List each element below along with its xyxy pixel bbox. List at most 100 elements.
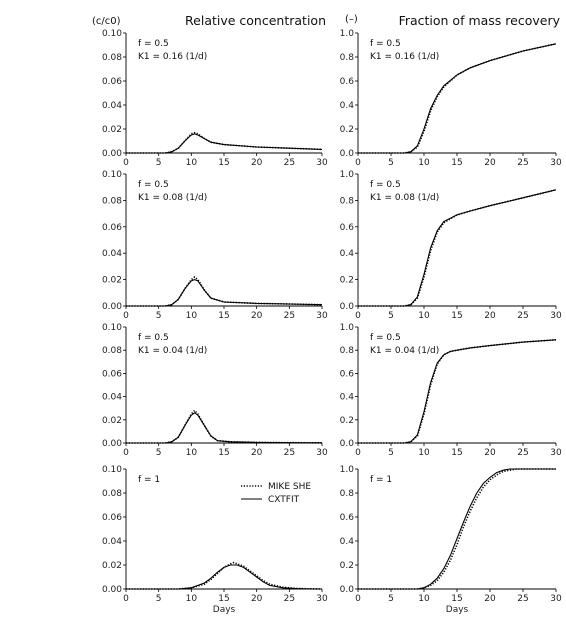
x-tick-label: 15: [451, 594, 462, 604]
y-tick-label: 0.6: [340, 513, 355, 523]
y-tick-label: 0.4: [340, 101, 355, 111]
y-tick-label: 0.4: [340, 537, 355, 547]
x-tick-label: 5: [388, 311, 394, 321]
series-line-mike-she: [126, 561, 323, 590]
chart-row2-left: 0 5 10 15 20 25 30 0.00 0.02 0.04 0.06 0.08 0.10 f = …: [102, 170, 328, 321]
panel-annotation: K1 = 0.04 (1/d): [370, 346, 439, 356]
x-tick-label: 20: [251, 594, 263, 604]
x-tick-label: 5: [156, 594, 162, 604]
series-line-cxtfit: [126, 133, 323, 154]
y-tick-label: 0.8: [340, 489, 355, 499]
x-tick-label: 30: [550, 594, 562, 604]
panel-annotation: K1 = 0.16 (1/d): [138, 52, 207, 62]
x-tick-label: 15: [451, 311, 462, 321]
legend-label: CXTFIT: [268, 495, 300, 505]
x-tick-label: 5: [156, 448, 162, 458]
x-tick-label: 20: [251, 158, 263, 168]
x-tick-label: 30: [550, 158, 562, 168]
panel-annotation: f = 0.5: [138, 39, 169, 49]
series-line-mike-she: [126, 131, 323, 154]
x-tick-label: 5: [388, 594, 394, 604]
panel-annotation: f = 0.5: [138, 333, 169, 343]
y-tick-label: 0.2: [340, 276, 354, 286]
chart-row1-left: 0 5 10 15 20 25 30 0.00 0.02 0.04 0.06 0.08 0.10 f = …: [102, 29, 328, 168]
y-tick-label: 0.00: [102, 302, 122, 312]
y-tick-label: 0.02: [102, 561, 122, 571]
y-tick-label: 0.10: [102, 465, 122, 475]
panel-annotation: K1 = 0.08 (1/d): [138, 193, 207, 203]
series-line-mike-she: [358, 468, 556, 590]
y-tick-label: 0.08: [102, 346, 122, 356]
legend-label: MIKE SHE: [268, 482, 311, 492]
y-tick-label: 0.0: [340, 585, 355, 595]
y-tick-label: 0.10: [102, 323, 122, 333]
x-tick-label: 20: [251, 448, 263, 458]
series-line-mike-she: [126, 275, 323, 307]
series-line-cxtfit: [126, 412, 323, 444]
y-tick-label: 0.10: [102, 170, 122, 180]
y-tick-label: 0.0: [340, 302, 355, 312]
x-tick-label: 10: [418, 594, 430, 604]
x-tick-label: 20: [484, 158, 496, 168]
x-tick-label: 30: [316, 594, 328, 604]
series-line-cxtfit: [358, 189, 557, 307]
left-unit-label: (c/c0): [92, 16, 121, 27]
y-tick-label: 1.0: [340, 323, 355, 333]
legend: MIKE SHE CXTFIT: [241, 482, 311, 505]
y-tick-label: 0.06: [102, 369, 122, 379]
panels-group: 0 5 10 15 20 25 300.000.020.040.060.080.10f = …: [102, 29, 562, 615]
right-panel-title: Fraction of mass recovery: [399, 13, 561, 28]
x-tick-label: 0: [123, 311, 129, 321]
axis-lines: [357, 327, 556, 444]
panel-annotation: K1 = 0.08 (1/d): [370, 193, 439, 203]
x-tick-label: 30: [550, 311, 562, 321]
y-tick-label: 0.2: [340, 125, 354, 135]
chart-row4-right: 0 5 10 15 20 25 30 0.0 0.2 0.4 0.6 0.8 1.0 f = 1 Days: [340, 465, 562, 615]
y-tick-label: 0.0: [340, 149, 355, 159]
x-tick-label: 15: [451, 448, 462, 458]
x-axis-label: Days: [213, 605, 236, 615]
axis-lines: [125, 327, 322, 444]
x-tick-label: 25: [284, 311, 295, 321]
x-tick-label: 10: [418, 158, 430, 168]
axis-lines: [357, 469, 556, 590]
y-tick-label: 0.00: [102, 585, 122, 595]
x-tick-label: 0: [355, 594, 361, 604]
x-tick-label: 25: [517, 594, 528, 604]
y-tick-label: 0.4: [340, 249, 355, 259]
axis-lines: [125, 33, 322, 154]
series-line-cxtfit: [358, 43, 557, 154]
panel-annotation: f = 0.5: [138, 180, 169, 190]
x-tick-label: 10: [186, 158, 198, 168]
x-tick-label: 0: [355, 448, 361, 458]
x-tick-label: 15: [218, 448, 229, 458]
y-tick-label: 0.04: [102, 393, 122, 403]
panel-annotation: f = 1: [138, 475, 160, 485]
left-panel-title: Relative concentration: [185, 13, 326, 28]
y-tick-label: 0.2: [340, 416, 354, 426]
x-tick-label: 20: [484, 594, 496, 604]
x-tick-label: 30: [316, 158, 328, 168]
x-tick-label: 0: [123, 448, 129, 458]
y-tick-label: 0.4: [340, 393, 355, 403]
x-tick-label: 0: [123, 158, 129, 168]
y-tick-label: 0.6: [340, 369, 355, 379]
x-tick-label: 10: [186, 594, 198, 604]
x-tick-label: 20: [484, 311, 496, 321]
y-tick-label: 0.02: [102, 125, 122, 135]
y-tick-label: 1.0: [340, 29, 355, 39]
y-tick-label: 0.04: [102, 249, 122, 259]
y-tick-label: 0.08: [102, 53, 122, 63]
x-axis-label: Days: [446, 605, 469, 615]
x-tick-label: 30: [316, 311, 328, 321]
chart-row2-right: 0 5 10 15 20 25 30 0.0 0.2 0.4 0.6 0.8 1.0 f = 0.5 K1 …: [340, 170, 562, 321]
panel-annotation: K1 = 0.04 (1/d): [138, 346, 207, 356]
x-tick-label: 5: [388, 448, 394, 458]
panel-annotation: f = 0.5: [370, 180, 401, 190]
series-line-cxtfit: [358, 339, 557, 444]
series-line-mike-she: [126, 409, 323, 444]
panel-annotation: f = 1: [370, 475, 392, 485]
y-tick-label: 0.04: [102, 537, 122, 547]
y-tick-label: 0.06: [102, 223, 122, 233]
y-tick-label: 0.6: [340, 223, 355, 233]
